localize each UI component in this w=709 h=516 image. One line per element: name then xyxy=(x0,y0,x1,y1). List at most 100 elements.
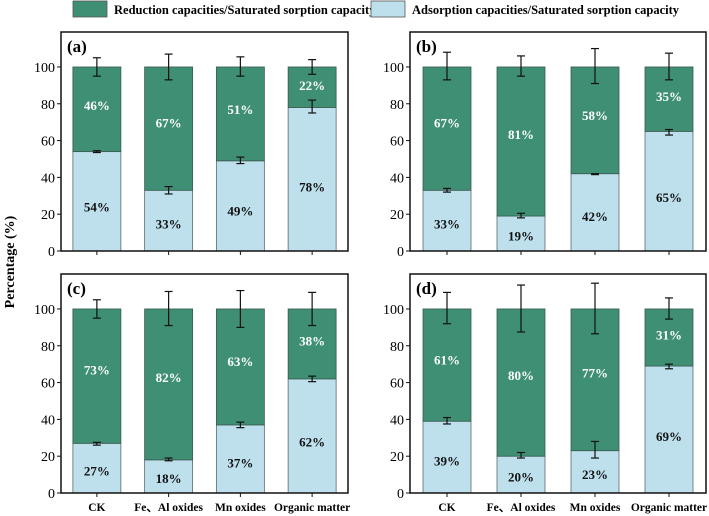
y-tick-label: 40 xyxy=(41,413,55,428)
value-label-adsorption: 18% xyxy=(156,471,182,486)
bar-adsorption xyxy=(144,189,194,252)
value-label-adsorption: 62% xyxy=(299,435,325,450)
x-tick-label: CK xyxy=(88,502,105,514)
bar-reduction xyxy=(72,308,122,444)
value-label-reduction: 38% xyxy=(299,333,325,348)
value-label-adsorption: 65% xyxy=(656,190,682,205)
value-label-adsorption: 69% xyxy=(656,429,682,444)
bar-reduction xyxy=(144,308,194,461)
value-label-reduction: 80% xyxy=(508,368,534,383)
y-axis-label: Percentage (%) xyxy=(3,215,18,308)
bar-adsorption xyxy=(287,378,337,494)
y-tick-label: 100 xyxy=(383,303,404,318)
y-tick-label: 0 xyxy=(48,245,55,260)
value-label-reduction: 82% xyxy=(156,370,182,385)
y-tick-label: 100 xyxy=(383,61,404,76)
panel-frame xyxy=(60,31,349,252)
value-label-reduction: 31% xyxy=(656,328,682,343)
x-tick-label: Organic matter xyxy=(274,502,350,514)
value-label-adsorption: 78% xyxy=(299,179,325,194)
panel-label: (c) xyxy=(67,279,86,298)
bar-reduction xyxy=(422,66,472,191)
bar-adsorption xyxy=(422,420,472,494)
value-label-reduction: 63% xyxy=(227,354,253,369)
value-label-reduction: 35% xyxy=(656,89,682,104)
x-tick-label: Fe、Al oxides xyxy=(134,502,203,514)
y-tick-label: 20 xyxy=(41,450,55,465)
legend: Reduction capacities/Saturated sorption … xyxy=(72,0,680,18)
bar-adsorption xyxy=(144,459,194,494)
legend-swatch-adsorption xyxy=(370,0,406,18)
value-label-adsorption: 27% xyxy=(84,464,110,479)
legend-label-adsorption: Adsorption capacities/Saturated sorption… xyxy=(412,3,680,17)
value-label-adsorption: 33% xyxy=(434,217,460,232)
bar-adsorption xyxy=(215,424,265,494)
x-tick-label: Fe、Al oxides xyxy=(487,502,556,514)
value-label-adsorption: 33% xyxy=(156,217,182,232)
y-tick-label: 0 xyxy=(48,487,55,502)
bar-reduction xyxy=(496,66,546,217)
x-tick-label: CK xyxy=(438,502,455,514)
panel-label: (a) xyxy=(67,37,87,56)
y-tick-label: 80 xyxy=(41,340,55,355)
value-label-reduction: 58% xyxy=(582,108,608,123)
x-tick-label: Mn oxides xyxy=(215,502,266,514)
value-label-reduction: 77% xyxy=(582,366,608,381)
value-label-adsorption: 23% xyxy=(582,467,608,482)
panel-c: 0 20 40 60 80 100 27% 73% CK 18% 82% Fe、Al oxides 37… xyxy=(34,273,350,514)
y-tick-label: 60 xyxy=(390,377,404,392)
y-tick-label: 0 xyxy=(397,245,404,260)
bar-adsorption xyxy=(287,107,337,252)
bar-adsorption xyxy=(644,130,694,252)
y-tick-label: 80 xyxy=(390,98,404,113)
bar-adsorption xyxy=(496,215,546,252)
y-tick-label: 80 xyxy=(41,98,55,113)
y-tick-label: 40 xyxy=(41,171,55,186)
panel-frame xyxy=(60,273,349,494)
x-tick-label: Organic matter xyxy=(631,502,707,514)
bar-adsorption xyxy=(496,455,546,494)
y-tick-label: 20 xyxy=(390,450,404,465)
value-label-adsorption: 37% xyxy=(227,455,253,470)
y-tick-label: 60 xyxy=(41,135,55,150)
value-label-adsorption: 49% xyxy=(227,203,253,218)
y-tick-label: 20 xyxy=(41,208,55,223)
x-tick-label: Mn oxides xyxy=(570,502,621,514)
bar-reduction xyxy=(496,308,546,457)
value-label-reduction: 67% xyxy=(434,115,460,130)
panel-label: (d) xyxy=(416,279,437,298)
legend-swatch-reduction xyxy=(72,0,108,18)
panel-a: 0 20 40 60 80 100 54% 46% 33% 67% 49% 51% 78% 22% (a) xyxy=(34,31,349,260)
panel-frame xyxy=(409,273,707,494)
y-tick-label: 100 xyxy=(34,61,55,76)
value-label-adsorption: 20% xyxy=(508,469,534,484)
y-tick-label: 60 xyxy=(41,377,55,392)
legend-label-reduction: Reduction capacities/Saturated sorption … xyxy=(114,3,376,17)
y-tick-label: 40 xyxy=(390,171,404,186)
bar-adsorption xyxy=(215,160,265,252)
value-label-reduction: 61% xyxy=(434,352,460,367)
y-tick-label: 100 xyxy=(34,303,55,318)
bar-reduction xyxy=(72,66,122,153)
panel-label: (b) xyxy=(416,37,437,56)
panel-d: 0 20 40 60 80 100 39% 61% CK 20% 80% Fe、Al oxides 23… xyxy=(383,273,707,514)
bar-reduction xyxy=(570,66,620,175)
value-label-adsorption: 39% xyxy=(434,454,460,469)
y-tick-label: 60 xyxy=(390,135,404,150)
y-tick-label: 80 xyxy=(390,340,404,355)
bar-adsorption xyxy=(570,173,620,252)
value-label-reduction: 81% xyxy=(508,127,534,142)
y-tick-label: 20 xyxy=(390,208,404,223)
y-tick-label: 40 xyxy=(390,413,404,428)
value-label-adsorption: 54% xyxy=(84,199,110,214)
value-label-adsorption: 19% xyxy=(508,228,534,243)
y-tick-label: 0 xyxy=(397,487,404,502)
panel-frame xyxy=(409,31,707,252)
value-label-reduction: 46% xyxy=(84,98,110,113)
value-label-reduction: 67% xyxy=(156,115,182,130)
bar-adsorption xyxy=(422,189,472,252)
value-label-adsorption: 42% xyxy=(582,209,608,224)
value-label-reduction: 51% xyxy=(227,102,253,117)
bar-adsorption xyxy=(72,442,122,494)
